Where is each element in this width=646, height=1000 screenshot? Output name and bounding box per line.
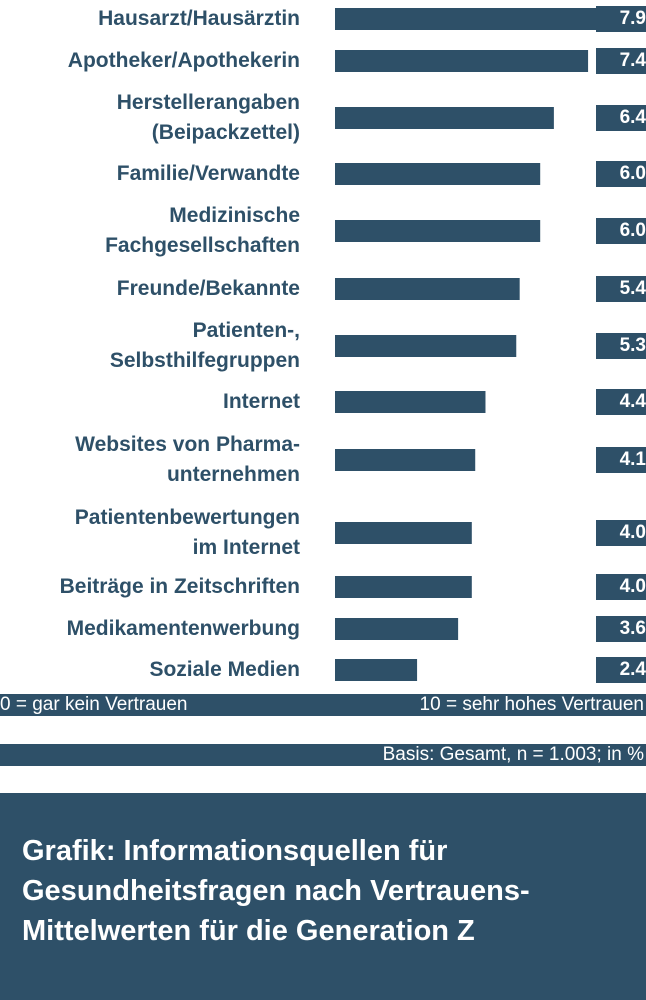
value-label: 6.4 — [596, 105, 646, 131]
value-label: 3.6 — [596, 616, 646, 642]
value-label: 4.0 — [596, 574, 646, 600]
value-label: 2.4 — [596, 657, 646, 683]
bar — [335, 8, 606, 30]
category-label: Apotheker/Apothekerin — [67, 49, 300, 72]
category-label: Beiträge in Zeitschriften — [59, 575, 300, 598]
bar — [335, 278, 520, 300]
chart-caption: Grafik: Informationsquellen für Gesundhe… — [22, 835, 530, 947]
value-label: 6.0 — [596, 161, 646, 187]
value-label: 5.4 — [596, 276, 646, 302]
category-label: Soziale Medien — [149, 658, 300, 681]
category-label: Medizinische Fachgesellschaften — [105, 204, 300, 257]
category-label: Medikamentenwerbung — [66, 617, 300, 640]
category-label: Herstellerangaben (Beipackzettel) — [116, 91, 300, 144]
scale-low-label: 0 = gar kein Vertrauen — [0, 694, 188, 715]
category-label: Websites von Pharma- unternehmen — [75, 433, 300, 486]
value-label: 4.1 — [596, 447, 646, 473]
bar — [335, 659, 418, 681]
scale-high-label: 10 = sehr hohes Vertrauen — [419, 694, 644, 715]
bar — [335, 335, 517, 357]
bar — [335, 107, 554, 129]
bar — [335, 522, 472, 544]
category-label: Hausarzt/Hausärztin — [98, 7, 300, 30]
bar — [335, 391, 486, 413]
bar-chart: Hausarzt/Hausärztin 7.9 Apotheker/Apotheke… — [59, 6, 646, 683]
value-label: 7.9 — [596, 6, 646, 32]
category-label: Patientenbewertungen im Internet — [74, 506, 300, 559]
bar — [335, 220, 541, 242]
caption-box: Grafik: Informationsquellen für Gesundhe… — [0, 793, 646, 1000]
base-note-band: Basis: Gesamt, n = 1.003; in % — [0, 744, 646, 766]
value-label: 6.0 — [596, 218, 646, 244]
category-label: Freunde/Bekannte — [116, 277, 300, 300]
bar — [335, 618, 459, 640]
value-label: 5.3 — [596, 333, 646, 359]
bar — [335, 50, 589, 72]
bar — [335, 576, 472, 598]
bar-chart-svg — [335, 8, 606, 681]
value-label: 7.4 — [596, 48, 646, 74]
scale-legend: 0 = gar kein Vertrauen 10 = sehr hohes V… — [0, 694, 646, 716]
value-label: 4.4 — [596, 389, 646, 415]
category-label: Patienten-, Selbsthilfegruppen — [109, 319, 300, 372]
category-label: Familie/Verwandte — [116, 162, 300, 185]
bar — [335, 449, 476, 471]
bar — [335, 163, 541, 185]
base-note: Basis: Gesamt, n = 1.003; in % — [382, 744, 644, 765]
category-label: Internet — [222, 390, 300, 413]
value-label: 4.0 — [596, 520, 646, 546]
